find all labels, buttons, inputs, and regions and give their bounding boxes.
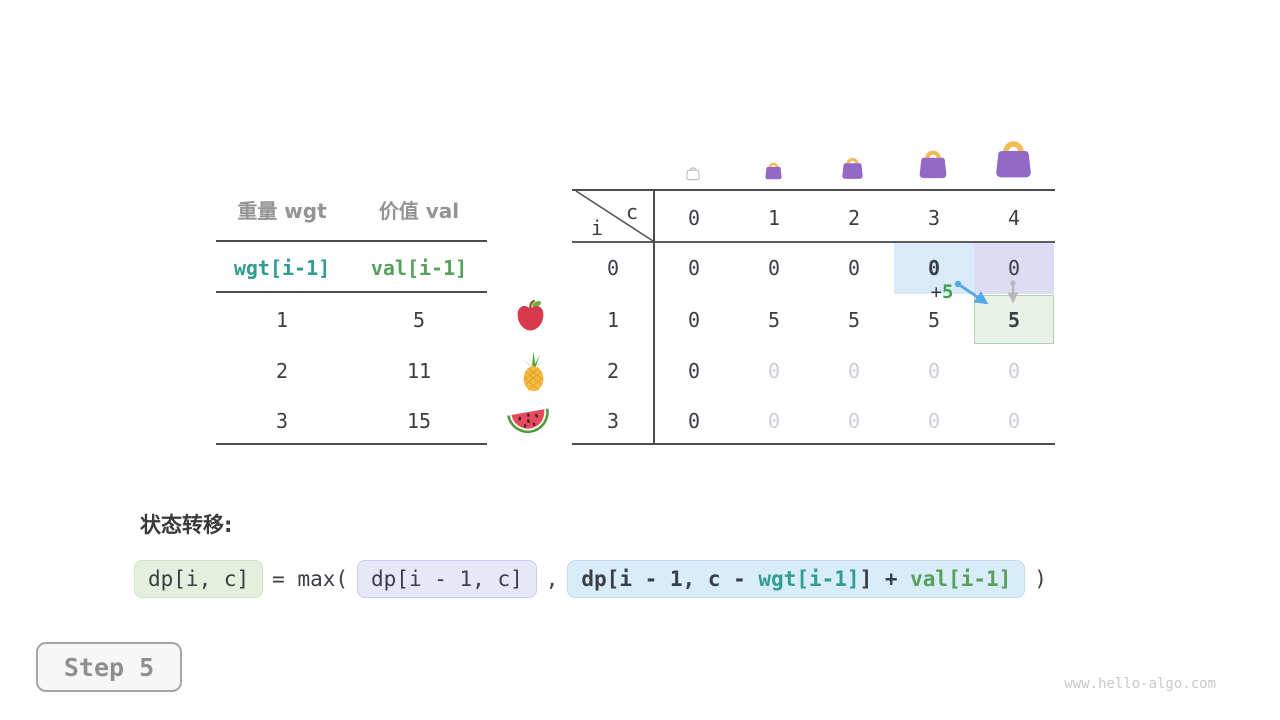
items-table-header-weight: 重量 wgt [237, 199, 327, 223]
item-value: 5 [412, 308, 426, 332]
dp-cell: 5 [927, 308, 941, 332]
dp-cell: 5 [1007, 308, 1021, 332]
dp-table-bottom-border [572, 443, 1055, 445]
bag-icon-large [914, 143, 952, 185]
formula-comma: , [545, 567, 559, 591]
item-weight: 2 [275, 359, 289, 383]
state-transition-formula: dp[i, c] = max( dp[i - 1, c] , dp[i - 1,… [134, 560, 1047, 598]
dp-cell: 0 [847, 409, 861, 433]
dp-cell: 0 [927, 256, 941, 280]
plus-sign: + [930, 281, 942, 303]
bag-icon-small [762, 158, 785, 185]
dp-table-vertical-border [653, 190, 655, 444]
formula-label: 状态转移: [140, 513, 233, 537]
col-header: 1 [767, 206, 781, 230]
dp-table-top-border [572, 189, 1055, 191]
dp-cell: 0 [687, 409, 701, 433]
dp-table-header-border [572, 241, 1055, 243]
dp-cell: 0 [927, 359, 941, 383]
apple-icon [515, 299, 546, 336]
formula-close-paren: ) [1034, 567, 1047, 591]
item-value: 15 [406, 409, 432, 433]
take-term-mid: ] + [859, 567, 911, 591]
pineapple-icon [519, 351, 548, 396]
items-table-val-formula: val[i-1] [370, 256, 468, 280]
item-weight: 3 [275, 409, 289, 433]
dp-cell: 0 [927, 409, 941, 433]
dp-cell: 0 [1007, 256, 1021, 280]
dp-cell: 0 [1007, 359, 1021, 383]
dp-cell: 0 [687, 308, 701, 332]
added-value: 5 [942, 281, 954, 303]
row-header: 2 [606, 359, 620, 383]
bag-icon-xlarge [989, 132, 1038, 185]
col-header: 0 [687, 206, 701, 230]
empty-bag-icon [684, 163, 702, 185]
formula-equals-max: = max( [272, 567, 349, 591]
dp-cell: 5 [767, 308, 781, 332]
bag-icon-medium [838, 152, 867, 185]
row-header: 3 [606, 409, 620, 433]
dp-cell: 0 [767, 359, 781, 383]
dp-cell: 0 [767, 256, 781, 280]
add-value-annotation: +5 [922, 283, 962, 302]
row-header: 0 [606, 256, 620, 280]
formula-skip-term: dp[i - 1, c] [357, 560, 537, 598]
col-header: 3 [927, 206, 941, 230]
items-table-wgt-formula: wgt[i-1] [233, 256, 331, 280]
item-value: 11 [406, 359, 432, 383]
divider [216, 291, 487, 293]
formula-result-term: dp[i, c] [134, 560, 264, 598]
row-axis-label: i [590, 216, 604, 240]
dp-cell: 0 [687, 256, 701, 280]
items-table-header-value: 价值 val [378, 199, 460, 223]
formula-take-term: dp[i - 1, c - wgt[i-1]] + val[i-1] [567, 560, 1026, 598]
watermelon-icon [506, 404, 552, 442]
take-term-prefix: dp[i - 1, c - [581, 567, 759, 591]
dp-cell: 0 [1007, 409, 1021, 433]
watermark: www.hello-algo.com [1064, 676, 1216, 692]
dp-cell: 0 [847, 256, 861, 280]
item-weight: 1 [275, 308, 289, 332]
col-header: 4 [1007, 206, 1021, 230]
take-term-wgt: wgt[i-1] [758, 567, 860, 591]
col-axis-label: c [625, 200, 639, 224]
dp-cell: 0 [687, 359, 701, 383]
col-header: 2 [847, 206, 861, 230]
dp-cell: 5 [847, 308, 861, 332]
step-button[interactable]: Step 5 [36, 642, 182, 692]
dp-cell: 0 [847, 359, 861, 383]
dp-cell: 0 [767, 409, 781, 433]
divider [216, 443, 487, 445]
divider [216, 240, 487, 242]
row-header: 1 [606, 308, 620, 332]
take-term-val: val[i-1] [910, 567, 1012, 591]
